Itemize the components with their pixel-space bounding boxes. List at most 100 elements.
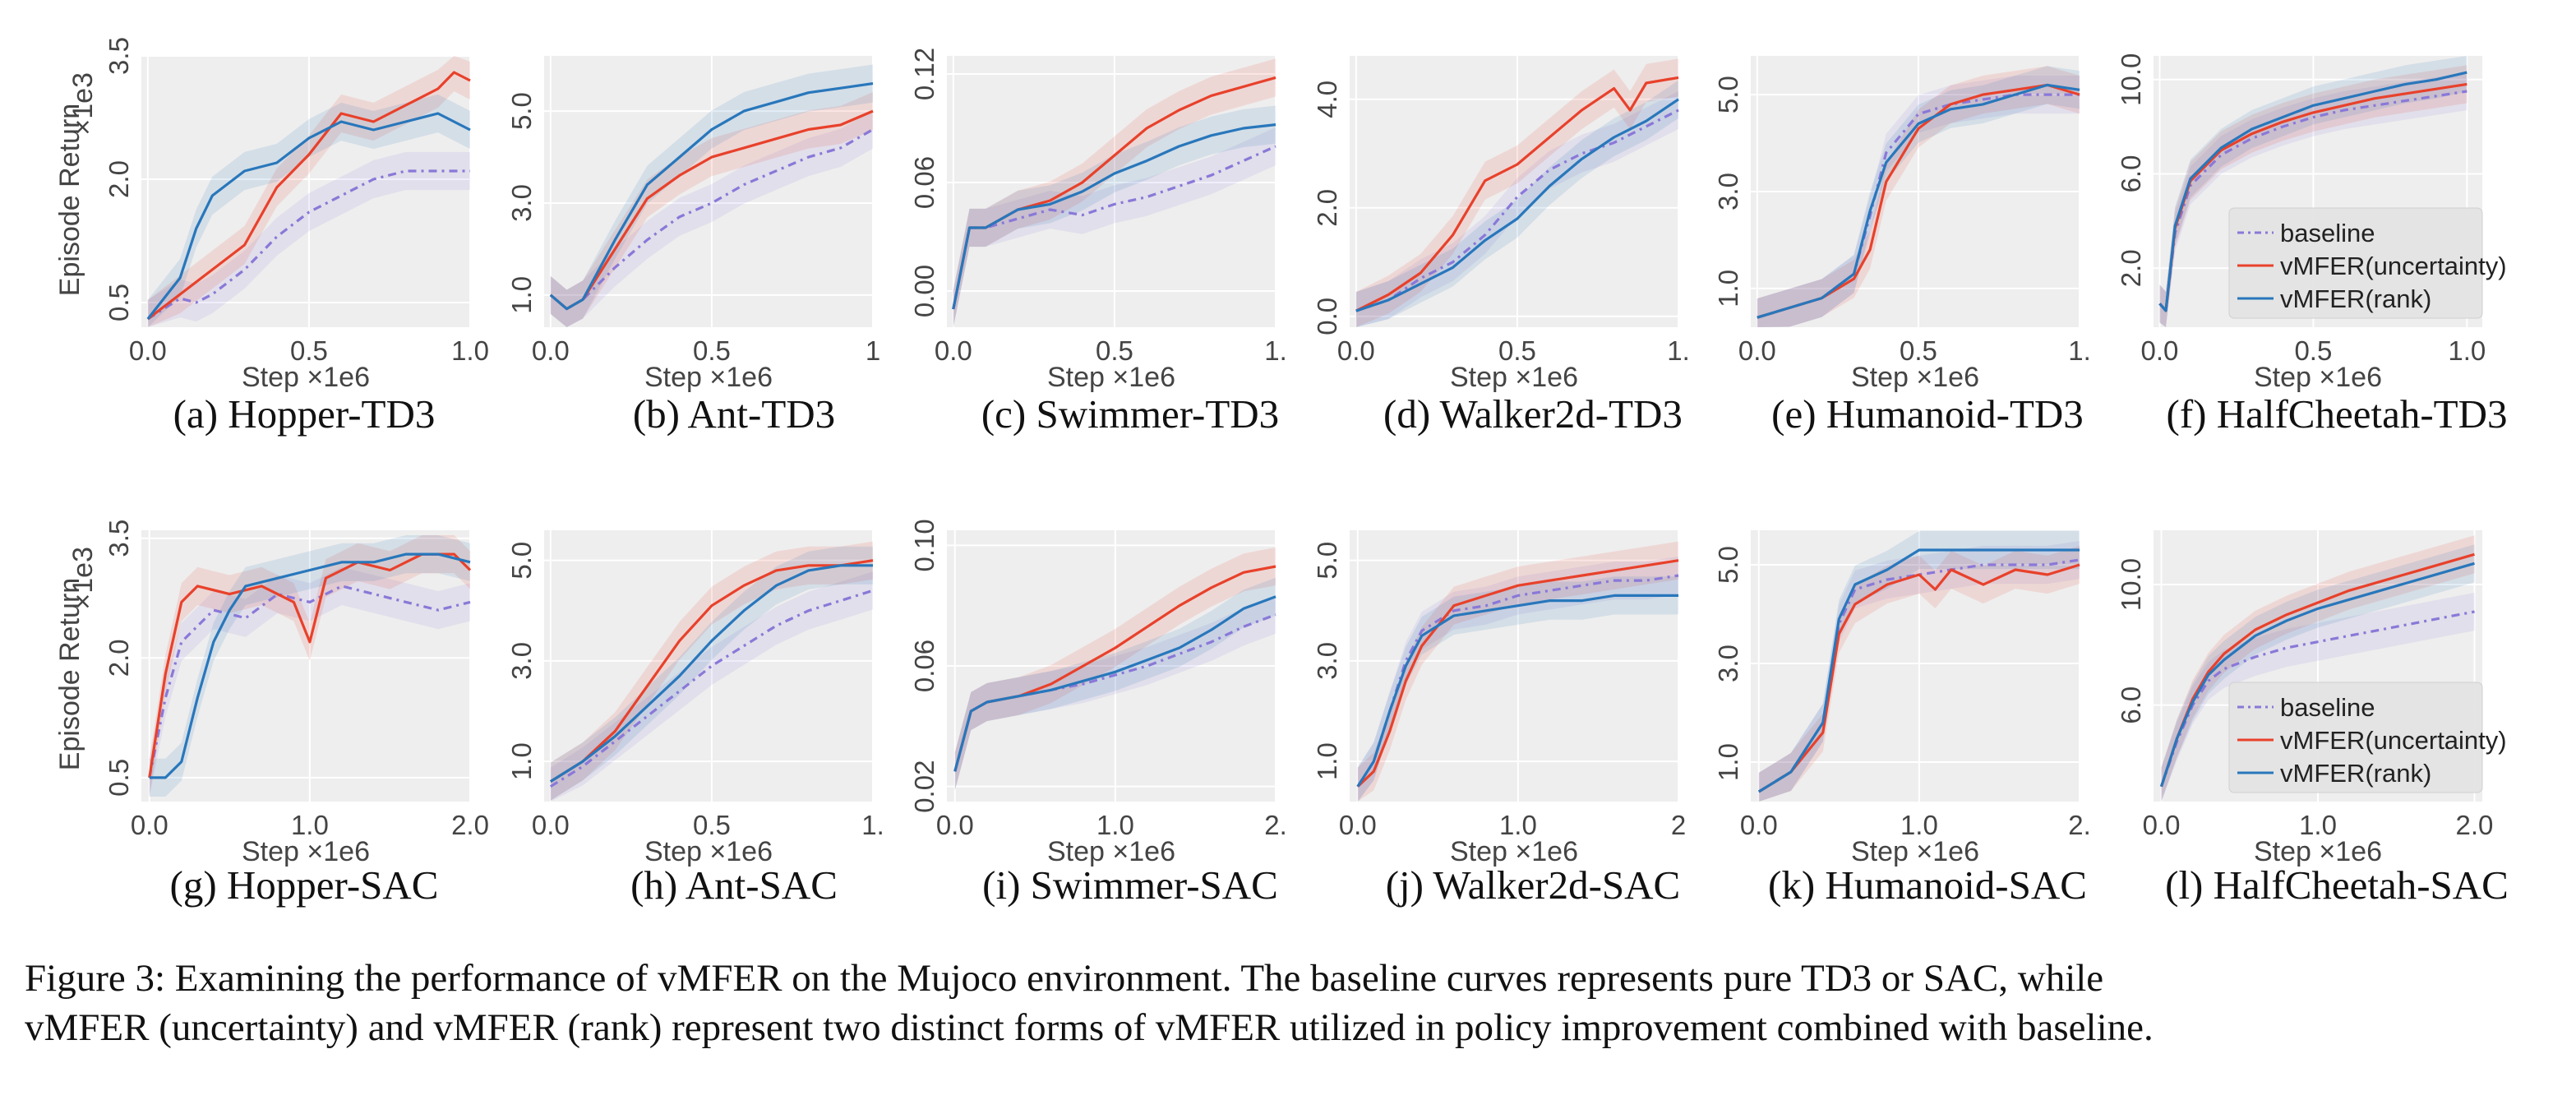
y-tick-label: 1.0: [1713, 270, 1743, 307]
band-baseline: [147, 151, 471, 327]
band-vmfer-rank: [954, 577, 1276, 791]
y-tick-label: 0.06: [909, 640, 939, 692]
x-tick-label: 0.0: [532, 335, 570, 366]
line-vmfer-uncertainty: [1356, 559, 1679, 788]
x-tick-label: 1.0: [2299, 810, 2337, 840]
x-tick-label: 0.0: [2141, 335, 2179, 366]
y-tick-label: 3.5: [104, 520, 134, 557]
x-tick-label: 1.0: [291, 810, 329, 840]
band-vmfer-uncertainty: [2161, 535, 2475, 802]
x-tick-label: 0.0: [1738, 335, 1776, 366]
band-baseline: [149, 566, 471, 797]
y-tick-label: 5.0: [506, 542, 537, 580]
x-tick-label: 1.0: [2448, 335, 2486, 366]
y-tick-label: 6.0: [2116, 155, 2146, 193]
legend-label-vmfer-uncertainty: vMFER(uncertainty): [2280, 726, 2507, 755]
line-vmfer-rank: [549, 82, 874, 311]
band-baseline: [1757, 76, 2080, 327]
band-baseline: [953, 127, 1276, 327]
x-tick-label: 0.5: [693, 810, 731, 840]
line-vmfer-uncertainty: [2159, 552, 2475, 788]
y-tick-label: 2.0: [104, 160, 134, 198]
y-tick-label: 0.5: [104, 759, 134, 797]
line-baseline: [148, 585, 471, 779]
line-vmfer-uncertainty: [549, 559, 874, 783]
legend-label-baseline: baseline: [2280, 693, 2375, 722]
x-tick-label: 0.0: [1740, 810, 1778, 840]
x-axis-label: Step ×1e6: [1851, 836, 1979, 867]
legend: baseline vMFER(uncertainty) vMFER(rank): [2228, 682, 2507, 793]
subplot-label: (b) Ant-TD3: [633, 391, 835, 437]
band-vmfer-uncertainty: [1758, 545, 2080, 802]
subplot-label: (j) Walker2d-SAC: [1386, 862, 1681, 908]
y-tick-label: 1.0: [1312, 742, 1342, 780]
y-tick-label: 4.0: [1312, 81, 1342, 118]
x-tick-label: 0.0: [1339, 810, 1377, 840]
band-baseline: [2161, 592, 2475, 802]
y-tick-label: 10.0: [2116, 558, 2146, 611]
line-vmfer-rank: [952, 123, 1276, 310]
subplot-label: (h) Ant-SAC: [630, 862, 838, 908]
x-tick-label: 1.0: [1499, 810, 1537, 840]
subplot-d-walker2d-td3: 0.0 0.5 1. 0.0 2.0 4.0 Step ×1e6(d) Walker2d-T…: [1312, 56, 1690, 437]
x-tick-label: 2.: [1264, 810, 1287, 840]
y-tick-label: 0.0: [1312, 298, 1342, 335]
x-tick-label: 2: [1671, 810, 1686, 840]
subplot-g-hopper-sac: 0.0 1.0 2.0 0.5 2.0 3.5 Step ×1e6 Episode Retur…: [54, 520, 489, 908]
x-tick-label: 1.: [1667, 335, 1690, 366]
x-tick-label: 1.0: [1900, 810, 1938, 840]
subplot-label: (l) HalfCheetah-SAC: [2165, 862, 2509, 908]
x-tick-label: 1: [866, 335, 880, 366]
y-tick-label: 5.0: [1312, 542, 1342, 580]
subplot-c-swimmer-td3: 0.0 0.5 1. 0.00 0.06 0.12 Step ×1e6(c) Swimmer…: [909, 48, 1287, 437]
band-vmfer-rank: [1758, 530, 2080, 802]
y-tick-label: 1.0: [1713, 743, 1743, 781]
y-tick-label: 3.0: [506, 184, 537, 222]
band-baseline: [1357, 556, 1678, 802]
line-vmfer-rank: [149, 552, 471, 779]
band-baseline: [550, 571, 873, 802]
x-axis-label: Step ×1e6: [1047, 362, 1175, 393]
line-vmfer-uncertainty: [146, 71, 471, 321]
band-vmfer-rank: [1757, 66, 2080, 328]
y-tick-label: 5.0: [1713, 546, 1743, 584]
x-tick-label: 0.0: [131, 810, 169, 840]
x-axis-label: Step ×1e6: [242, 362, 370, 393]
line-vmfer-rank: [1356, 594, 1678, 788]
x-axis-label: Step ×1e6: [644, 362, 773, 393]
x-tick-label: 2.0: [2456, 810, 2494, 840]
x-tick-label: 1.: [1264, 335, 1287, 366]
line-baseline: [549, 128, 874, 311]
band-baseline: [1758, 540, 2080, 802]
plot-area: [947, 56, 1276, 327]
band-vmfer-uncertainty: [1357, 541, 1678, 802]
y-tick-label: 0.12: [909, 48, 939, 100]
figure-3: 0.0 0.5 1.0 0.5 2.0 3.5 Step ×1e6 Episode Retur…: [54, 37, 2509, 908]
x-axis-label: Step ×1e6: [2254, 362, 2382, 393]
line-vmfer-rank: [1757, 548, 2080, 793]
line-baseline: [146, 169, 470, 321]
line-vmfer-rank: [1757, 83, 2080, 319]
band-vmfer-uncertainty: [550, 541, 873, 801]
legend-label-vmfer-rank: vMFER(rank): [2280, 759, 2431, 788]
x-tick-label: 0.5: [2294, 335, 2332, 366]
legend-label-vmfer-uncertainty: vMFER(uncertainty): [2280, 252, 2507, 280]
subplot-label: (i) Swimmer-SAC: [982, 862, 1278, 908]
y-axis-exponent: ×1e3: [67, 72, 99, 136]
subplot-l-halfcheetah-sac: 0.0 1.0 2.0 6.0 10.0 Step ×1e6(l) HalfCheetah…: [2116, 530, 2509, 908]
y-tick-label: 1.0: [506, 742, 537, 780]
x-tick-label: 0.5: [693, 335, 731, 366]
y-tick-label: 3.5: [104, 37, 134, 75]
x-tick-label: 0.0: [935, 335, 972, 366]
subplot-label: (f) HalfCheetah-TD3: [2167, 391, 2508, 437]
line-baseline: [549, 589, 874, 788]
x-axis-label: Step ×1e6: [2254, 836, 2382, 867]
subplot-label: (e) Humanoid-TD3: [1771, 391, 2084, 437]
subplot-h-ant-sac: 0.0 0.5 1. 1.0 3.0 5.0 Step ×1e6(h) Ant-SAC: [506, 530, 884, 908]
subplot-k-humanoid-sac: 0.0 1.0 2. 1.0 3.0 5.0 Step ×1e6(k) Humanoid-S…: [1713, 530, 2091, 908]
band-vmfer-uncertainty: [954, 547, 1276, 791]
line-vmfer-rank: [2159, 562, 2475, 788]
band-baseline: [954, 595, 1276, 791]
y-tick-label: 0.02: [909, 760, 939, 813]
line-vmfer-rank: [953, 595, 1276, 772]
